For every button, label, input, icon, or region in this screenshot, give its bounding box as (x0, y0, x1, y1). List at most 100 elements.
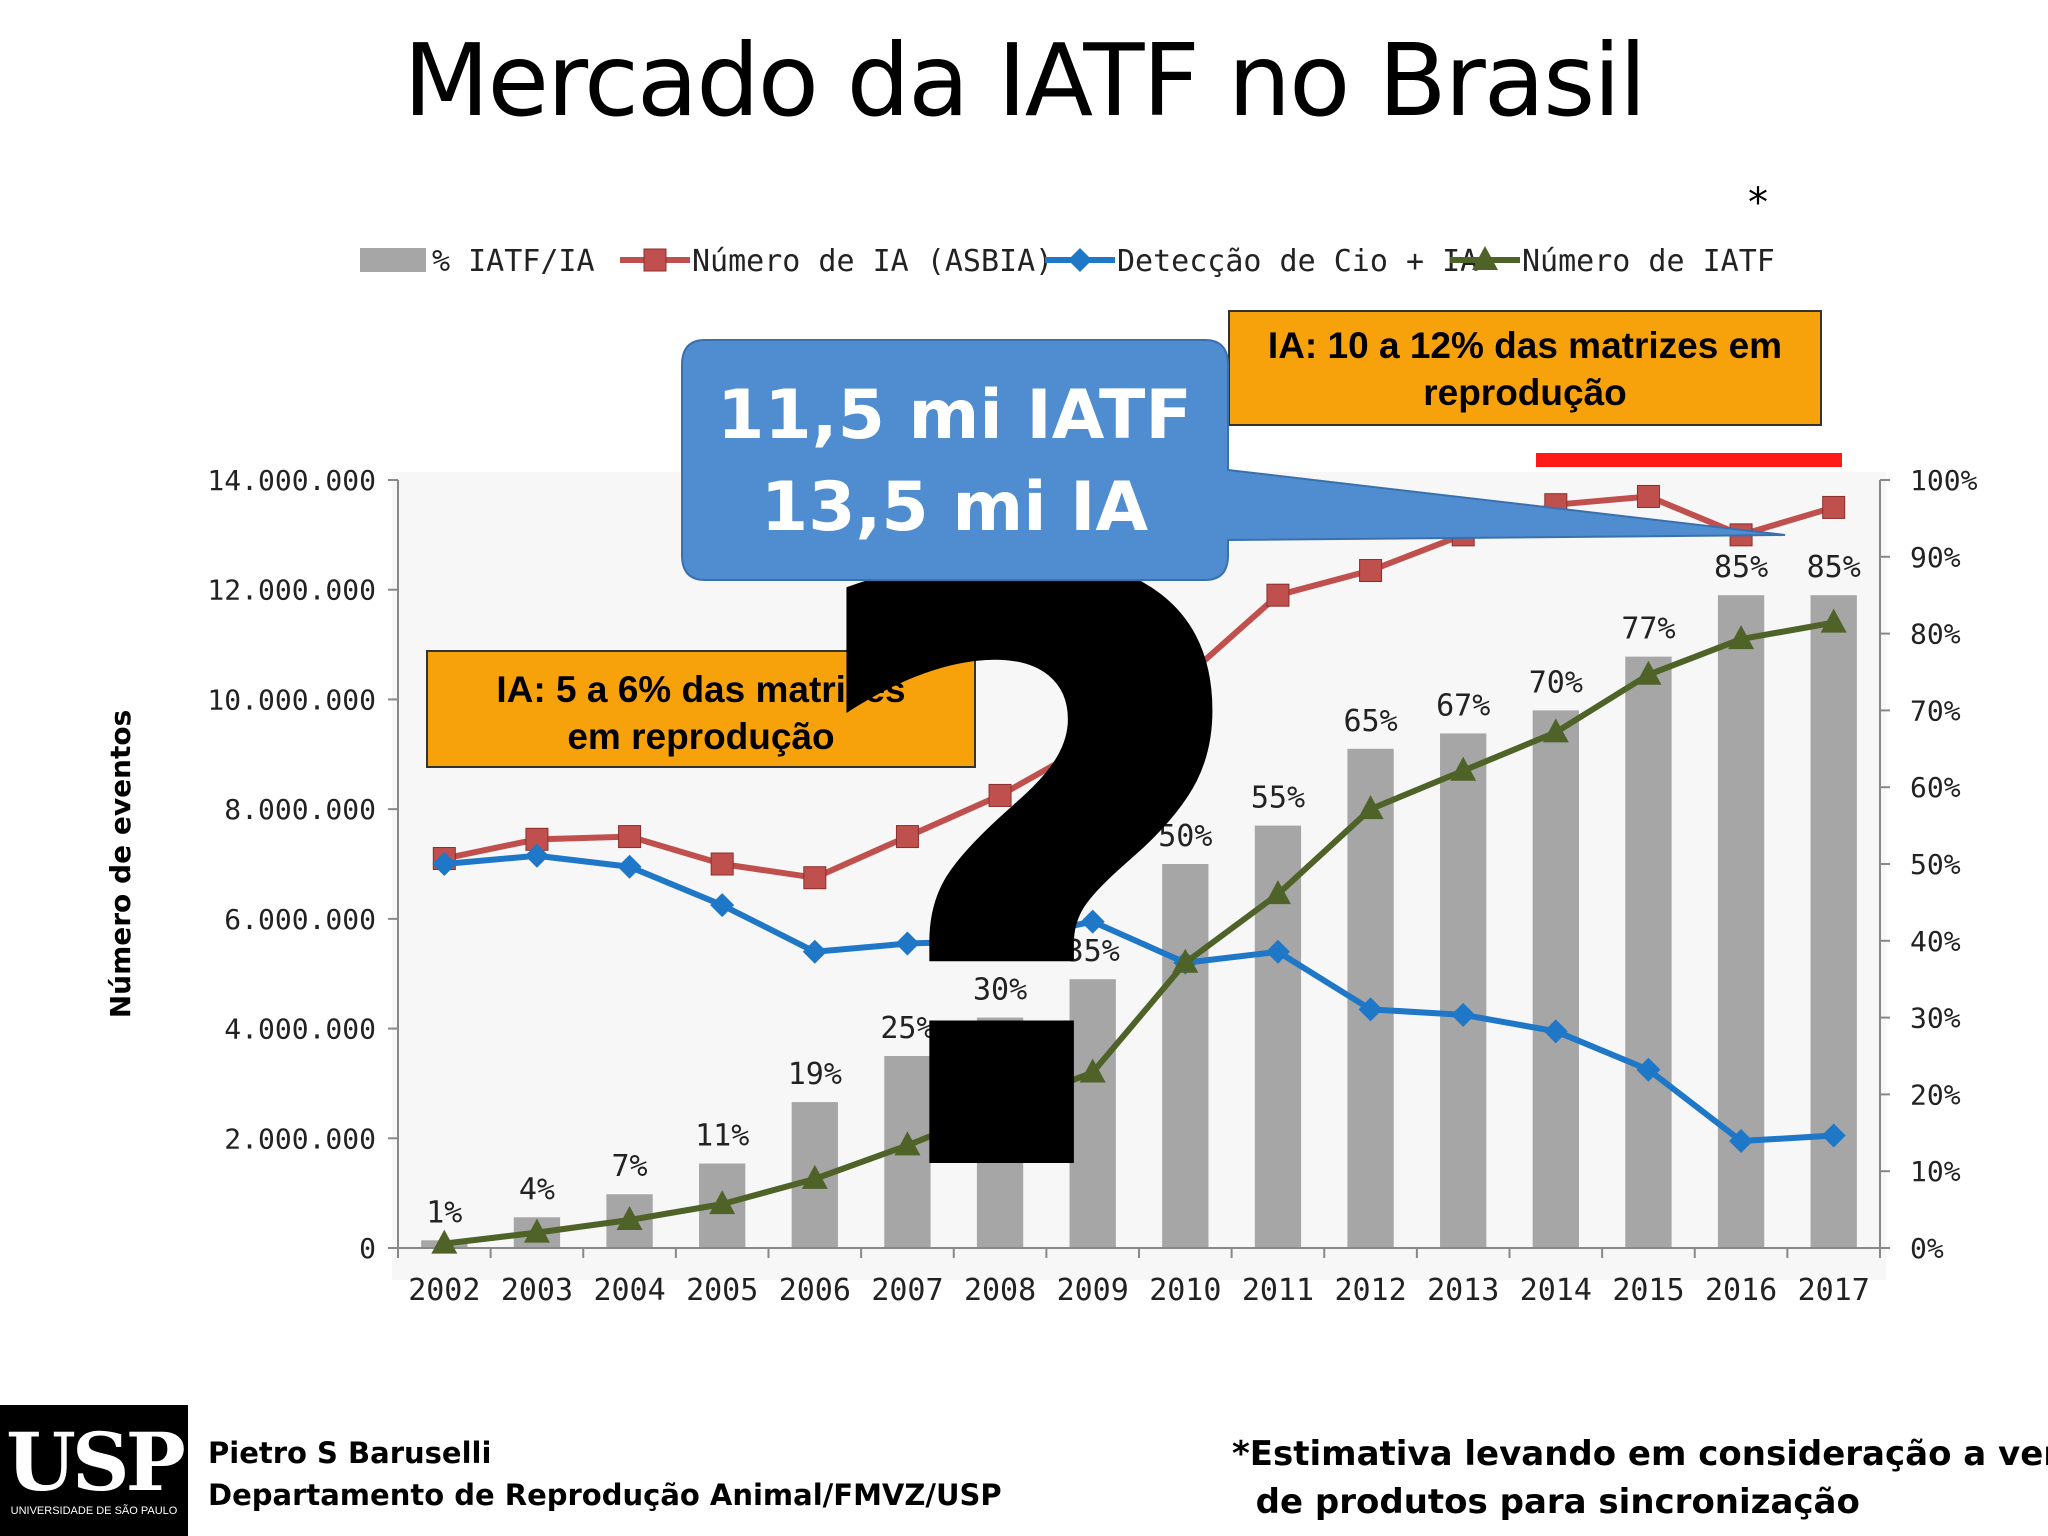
point-1-2005 (710, 893, 735, 918)
point-2-2009 (1079, 1058, 1106, 1083)
annotation-box-top: IA: 10 a 12% das matrizes em reprodução (1228, 310, 1822, 426)
x-tick-label: 2015 (1612, 1273, 1684, 1308)
point-2-2004 (616, 1206, 643, 1231)
point-2-2007 (894, 1131, 921, 1156)
axes: 0 2.000.000 4.000.000 6.000.000 8.000.000 10.… (104, 464, 1978, 1308)
point-1-2012 (1358, 997, 1383, 1022)
legend-marker-3 (1472, 246, 1498, 270)
usp-logo: USP UNIVERSIDADE DE SÃO PAULO (0, 1405, 188, 1536)
point-2-2016 (1728, 625, 1755, 650)
bar-label-2007: 25% (880, 1011, 934, 1046)
point-0-2004 (618, 825, 642, 849)
legend-marker-1 (643, 248, 667, 272)
bar-2013 (1440, 733, 1487, 1248)
y-tick-label-right: 70% (1910, 694, 1961, 727)
point-2-2008 (987, 1094, 1014, 1119)
point-1-2015 (1636, 1057, 1661, 1082)
y-tick-label-right: 40% (1910, 925, 1961, 958)
y-tick-label-left: 0 (359, 1232, 376, 1265)
y-tick-label-right: 20% (1910, 1078, 1961, 1111)
point-1-2008 (988, 928, 1013, 953)
point-2-2010 (1172, 948, 1199, 973)
annotation-box-left-line1: IA: 5 a 6% das matrizes (496, 669, 906, 710)
point-0-2005 (710, 852, 734, 876)
callout-shape (681, 339, 1786, 581)
chart: 0 2.000.000 4.000.000 6.000.000 8.000.000 10.… (104, 244, 1978, 1308)
y-tick-label-right: 100% (1910, 464, 1978, 497)
title-asterisk: * (1748, 180, 1768, 226)
bar-label-2013: 67% (1436, 688, 1490, 723)
point-1-2004 (617, 854, 642, 879)
y-tick-label-left: 4.000.000 (224, 1013, 376, 1046)
slide-title: Mercado da IATF no Brasil (403, 22, 1647, 139)
bar-2010 (1162, 864, 1209, 1248)
bar-label-2004: 7% (612, 1149, 648, 1184)
x-tick-label: 2003 (501, 1273, 573, 1308)
callout-bubble (681, 339, 1786, 581)
bar-2009 (1069, 979, 1116, 1248)
callout-line1: 11,5 mi IATF (717, 376, 1192, 455)
question-mark: ? (790, 403, 1266, 1357)
x-tick-label: 2010 (1149, 1273, 1221, 1308)
x-tick-label: 2006 (779, 1273, 851, 1308)
point-2-2006 (801, 1164, 828, 1189)
y-tick-label-right: 50% (1910, 848, 1961, 881)
y-tick-label-left: 6.000.000 (224, 903, 376, 936)
bar-label-2002: 1% (426, 1195, 462, 1230)
y-tick-label-right: 60% (1910, 771, 1961, 804)
point-0-2017 (1822, 495, 1846, 519)
x-tick-label: 2013 (1427, 1273, 1499, 1308)
x-tick-label: 2008 (964, 1273, 1036, 1308)
point-2-2011 (1264, 880, 1291, 905)
bar-label-2011: 55% (1251, 781, 1305, 816)
point-1-2009 (1080, 909, 1105, 934)
point-1-2007 (895, 931, 920, 956)
callout-text: 11,5 mi IATF 13,5 mi IA (682, 370, 1227, 554)
point-2-2017 (1820, 608, 1847, 633)
y-tick-label-right: 0% (1910, 1232, 1944, 1265)
legend-label-1: Número de IA (ASBIA) (692, 244, 1053, 279)
point-1-2014 (1543, 1019, 1568, 1044)
bar-2015 (1625, 656, 1672, 1248)
x-tick-label: 2005 (686, 1273, 758, 1308)
y-tick-label-left: 2.000.000 (224, 1122, 376, 1155)
annotation-box-top-line2: reprodução (1423, 372, 1627, 413)
line-series-0 (443, 493, 1835, 881)
legend-label-2: Detecção de Cio + IA (1117, 244, 1478, 279)
line-series-1 (444, 852, 1834, 1145)
x-tick-label: 2007 (871, 1273, 943, 1308)
point-0-2011 (1266, 583, 1290, 607)
bar-label-2017: 85% (1807, 550, 1861, 585)
annotation-box-left: IA: 5 a 6% das matrizes em reprodução (426, 650, 976, 768)
department: Departamento de Reprodução Animal/FMVZ/U… (208, 1478, 1002, 1512)
bar-label-2005: 11% (695, 1119, 749, 1154)
annotation-box-top-line1: IA: 10 a 12% das matrizes em (1267, 325, 1783, 366)
x-tick-label: 2012 (1334, 1273, 1406, 1308)
x-tick-label: 2014 (1520, 1273, 1592, 1308)
legend-label-3: Número de IATF (1522, 244, 1775, 279)
author-block: Pietro S Baruselli Departamento de Repro… (208, 1432, 1002, 1516)
point-2-2013 (1450, 756, 1477, 781)
y-tick-label-left: 12.000.000 (207, 574, 376, 607)
point-0-2015 (1636, 484, 1660, 508)
bar-label-2010: 50% (1158, 819, 1212, 854)
legend-marker-2 (1068, 248, 1092, 272)
point-1-2003 (524, 843, 549, 868)
usp-logo-text: USP (6, 1415, 186, 1509)
point-0-2012 (1359, 559, 1383, 583)
y-tick-label-right: 90% (1910, 541, 1961, 574)
bar-label-2008: 30% (973, 973, 1027, 1008)
x-tick-label: 2011 (1242, 1273, 1314, 1308)
x-tick-label: 2004 (593, 1273, 665, 1308)
point-1-2016 (1729, 1129, 1754, 1154)
point-2-2002 (431, 1229, 458, 1254)
bar-label-2015: 77% (1621, 612, 1675, 647)
bar-label-2012: 65% (1343, 704, 1397, 739)
legend-label-0: % IATF/IA (432, 244, 595, 279)
point-1-2002 (432, 852, 457, 876)
point-2-2014 (1542, 718, 1569, 743)
x-tick-label: 2009 (1057, 1273, 1129, 1308)
point-1-2017 (1821, 1123, 1846, 1148)
point-0-2010 (1173, 665, 1197, 689)
footnote-line2: de produtos para sincronização (1232, 1482, 1860, 1522)
